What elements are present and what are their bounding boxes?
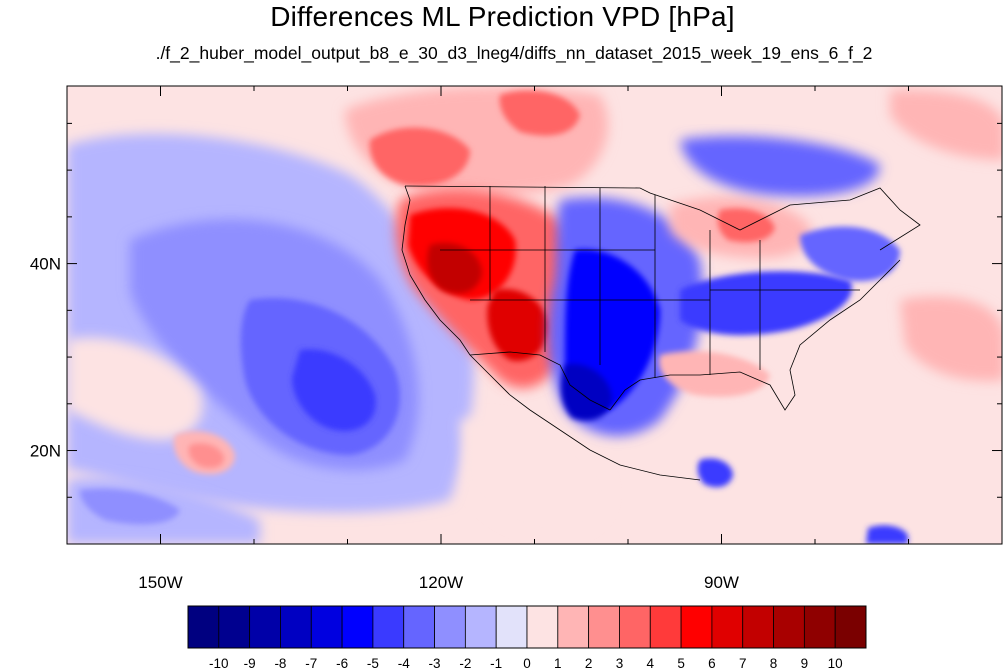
colorbar-label: -10 [209, 656, 229, 671]
colorbar-swatch [310, 605, 343, 649]
colorbar-label: -1 [490, 656, 502, 671]
map-plot-area [67, 86, 1002, 544]
field-atlantic-positive [900, 296, 1002, 381]
colorbar-swatch [711, 605, 744, 649]
colorbar: -10 -9 -8 -7 -6 -5 -4 -3 -2 -1 0 1 2 3 4 5 6 7 8 9 10 [187, 605, 867, 671]
field-tropical-pacific-positive [67, 337, 203, 440]
colorbar-swatch [588, 605, 620, 649]
colorbar-label: -7 [305, 656, 317, 671]
mexico-coast [469, 354, 701, 481]
us-mexico-border [469, 351, 611, 411]
political-boundaries [401, 185, 921, 481]
field-texas-negative-peak [560, 364, 612, 421]
us-canada-border [404, 185, 921, 251]
colorbar-label: 2 [585, 656, 593, 671]
field-great-lakes-positive-core [717, 208, 775, 243]
colorbar-label: -8 [274, 656, 286, 671]
colorbar-label: 7 [739, 656, 747, 671]
field-northeast-negative [800, 226, 900, 282]
colorbar-label: -6 [336, 656, 348, 671]
y-tick-label: 20N [30, 442, 61, 461]
colorbar-swatch [834, 605, 867, 649]
colorbar-label: 8 [770, 656, 778, 671]
field-west-canada-positive-core [369, 127, 470, 186]
colorbar-swatch [341, 605, 374, 649]
field-north-atlantic-positive [890, 89, 1002, 160]
colorbar-label: -3 [429, 656, 441, 671]
field-central-america-negative [697, 458, 733, 488]
colorbar-swatch [742, 605, 774, 649]
colorbar-swatch [218, 605, 251, 649]
map-subtitle: ./f_2_huber_model_output_b8_e_30_d3_lneg… [155, 43, 873, 63]
gulf-coast [609, 259, 901, 411]
colorbar-label: 5 [677, 656, 685, 671]
field-west-canada-positive-core-2 [499, 90, 580, 136]
colorbar-label: 4 [647, 656, 655, 671]
colorbar-swatch [280, 605, 312, 649]
colorbar-swatch [557, 605, 590, 649]
colorbar-swatch [249, 605, 281, 649]
colorbar-swatch [649, 605, 682, 649]
field-caribbean-negative [866, 525, 908, 544]
colorbar-swatch [495, 605, 528, 649]
colorbar-label: -9 [244, 656, 256, 671]
colorbar-label: 3 [616, 656, 624, 671]
colorbar-swatch [619, 605, 651, 649]
colorbar-swatch [803, 605, 836, 649]
field-canada-east-negative [680, 136, 880, 197]
colorbar-swatch [680, 605, 713, 649]
x-tick-label: 150W [138, 573, 182, 592]
field-western-us-positive-peak [427, 243, 482, 294]
colorbar-swatch [526, 605, 559, 649]
y-tick-label: 40N [30, 255, 61, 274]
axis-ticks: 150W 120W 90W 40N 20N [30, 86, 1003, 592]
field-pacific-core-inner [292, 349, 376, 431]
us-west-coast [401, 185, 471, 356]
map-title: Differences ML Prediction VPD [hPa] [270, 1, 735, 32]
colorbar-swatch [434, 605, 466, 649]
field-hawaii-positive-cell [188, 443, 224, 468]
field-tropical-pacific-positive-east [460, 417, 608, 535]
field-ohio-valley-negative [680, 271, 852, 336]
colorbar-swatch [773, 605, 805, 649]
colorbar-swatch [464, 605, 497, 649]
x-tick-label: 90W [704, 573, 739, 592]
colorbar-label: 6 [708, 656, 716, 671]
colorbar-label: 0 [523, 656, 531, 671]
colorbar-frame [187, 605, 867, 649]
colorbar-label: -4 [398, 656, 410, 671]
colorbar-label: 10 [828, 656, 843, 671]
field-southwest-positive-core [487, 289, 548, 361]
colorbar-label: 1 [554, 656, 562, 671]
colorbar-label: -5 [367, 656, 379, 671]
colorbar-label: 9 [801, 656, 809, 671]
x-tick-label: 120W [419, 573, 463, 592]
colorbar-swatch [372, 605, 405, 649]
field-south-pacific-negative-cell [80, 488, 180, 525]
colorbar-label: -2 [459, 656, 471, 671]
colorbar-swatch [187, 605, 220, 649]
colorbar-swatch [403, 605, 435, 649]
